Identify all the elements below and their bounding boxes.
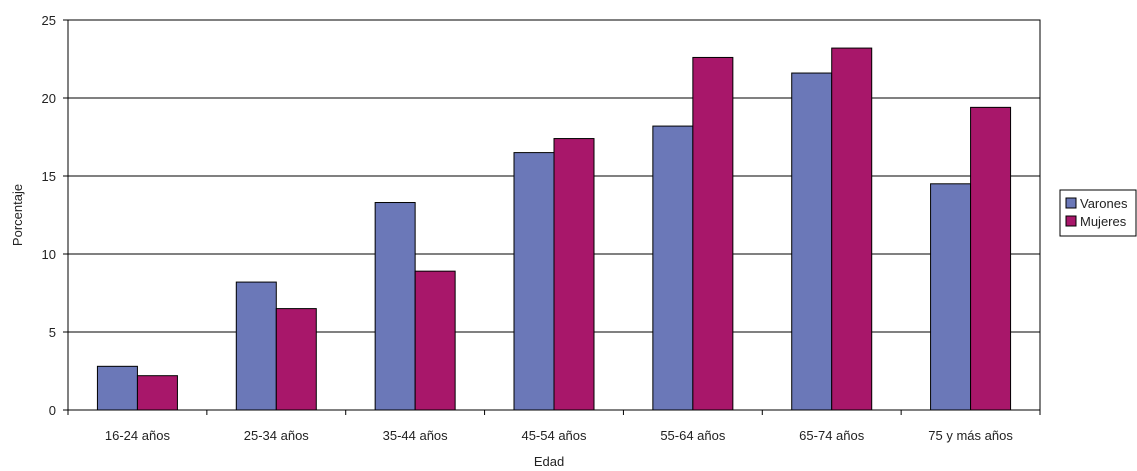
x-tick-label: 25-34 años: [244, 428, 310, 443]
bar-varones-6: [930, 183, 972, 411]
bar-varones-1: [235, 281, 277, 411]
y-tick-label: 0: [49, 403, 56, 418]
x-tick-label: 75 y más años: [928, 428, 1013, 443]
bars: [96, 47, 1012, 411]
bar-mujeres-0: [136, 375, 178, 411]
legend-swatch-varones: [1065, 197, 1077, 209]
bar-varones-5: [791, 72, 833, 411]
y-ticks: 0 5 10 15 20 25: [42, 13, 68, 418]
y-axis-title: Porcentaje: [10, 184, 25, 246]
bar-mujeres-4: [692, 56, 734, 411]
bar-varones-4: [652, 125, 694, 411]
y-tick-label: 15: [42, 169, 56, 184]
legend: Varones Mujeres: [1059, 189, 1137, 237]
x-tick-label: 35-44 años: [383, 428, 449, 443]
y-tick-label: 5: [49, 325, 56, 340]
x-tick-label: 55-64 años: [660, 428, 726, 443]
x-ticks: 16-24 años 25-34 años 35-44 años 45-54 años…: [67, 410, 1041, 443]
bar-mujeres-2: [414, 270, 456, 411]
bar-mujeres-5: [831, 47, 873, 411]
y-tick-label: 10: [42, 247, 56, 262]
x-tick-label: 65-74 años: [799, 428, 865, 443]
bar-varones-2: [374, 202, 416, 411]
bar-varones-0: [96, 365, 138, 411]
x-axis-title: Edad: [534, 454, 564, 469]
legend-label-varones: Varones: [1080, 196, 1128, 211]
y-tick-label: 25: [42, 13, 56, 28]
x-tick-label: 16-24 años: [105, 428, 171, 443]
axes: [67, 19, 1041, 411]
x-tick-label: 45-54 años: [521, 428, 587, 443]
bar-varones-3: [513, 152, 555, 411]
bar-mujeres-3: [553, 138, 595, 411]
legend-swatch-mujeres: [1065, 215, 1077, 227]
bar-mujeres-6: [970, 106, 1012, 411]
bar-mujeres-1: [275, 308, 317, 411]
legend-label-mujeres: Mujeres: [1080, 214, 1127, 229]
y-tick-label: 20: [42, 91, 56, 106]
